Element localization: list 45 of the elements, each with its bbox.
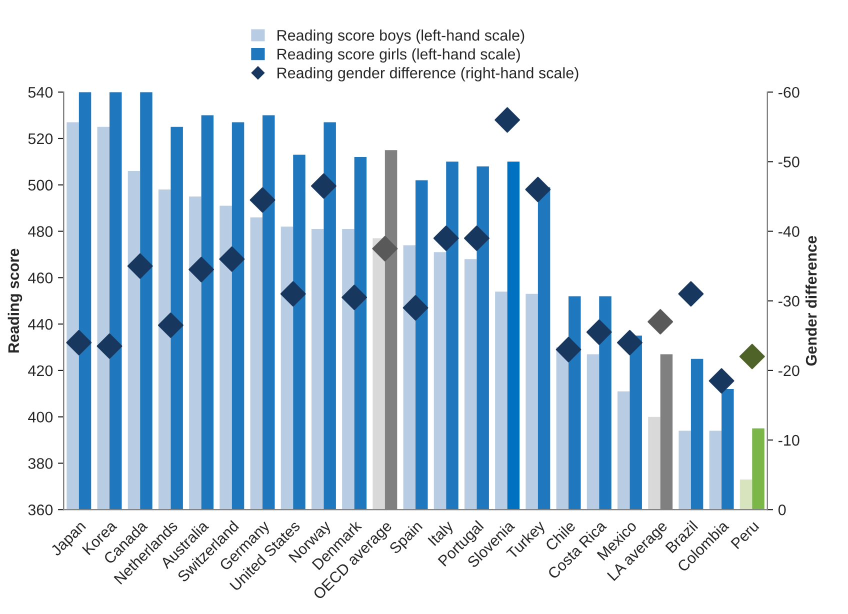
point (525, 176, 551, 202)
y-tick-label: 480 (28, 226, 53, 237)
point (310, 173, 336, 199)
y-tick-label: 380 (28, 458, 53, 469)
y2-tick-label: -30 (778, 296, 800, 307)
point (586, 319, 612, 345)
point (556, 336, 582, 362)
y2-tick-label: -40 (778, 226, 800, 237)
y-axis-title: Reading score (8, 248, 22, 352)
point (617, 330, 642, 356)
y2-tick-label: -60 (778, 86, 800, 98)
point (342, 284, 368, 310)
point (464, 226, 490, 251)
point (127, 253, 153, 279)
point (250, 187, 276, 213)
point (402, 295, 428, 321)
legend-label: Reading score boys (left-hand scale) (278, 30, 524, 44)
point (494, 107, 520, 133)
y-tick-label: 440 (28, 318, 53, 330)
legend-label: Reading score girls (left-hand scale) (278, 48, 520, 63)
point (433, 226, 459, 251)
y-tick-label: 500 (28, 180, 53, 191)
y-tick-label: 400 (28, 412, 53, 423)
y2-axis-title: Gender difference (805, 236, 817, 366)
point (678, 281, 704, 307)
point (280, 281, 306, 307)
y-tick-label: 360 (28, 504, 53, 516)
point (648, 309, 674, 334)
y2-tick-label: -20 (778, 365, 800, 376)
point (96, 333, 122, 359)
y-tick-label: 520 (28, 133, 53, 144)
point (739, 344, 765, 370)
legend-label: Reading gender difference (right-hand scale) (278, 67, 578, 82)
point (708, 368, 734, 394)
point (188, 256, 214, 282)
y-tick-label: 540 (28, 86, 53, 98)
y2-tick-label: 0 (778, 504, 786, 516)
y2-tick-label: -10 (778, 434, 800, 446)
y-tick-label: 420 (28, 365, 53, 376)
y-tick-label: 460 (28, 272, 53, 284)
y2-tick-label: -50 (778, 156, 800, 168)
point (219, 246, 245, 272)
point (372, 236, 398, 262)
point (66, 330, 92, 356)
point (158, 312, 184, 338)
